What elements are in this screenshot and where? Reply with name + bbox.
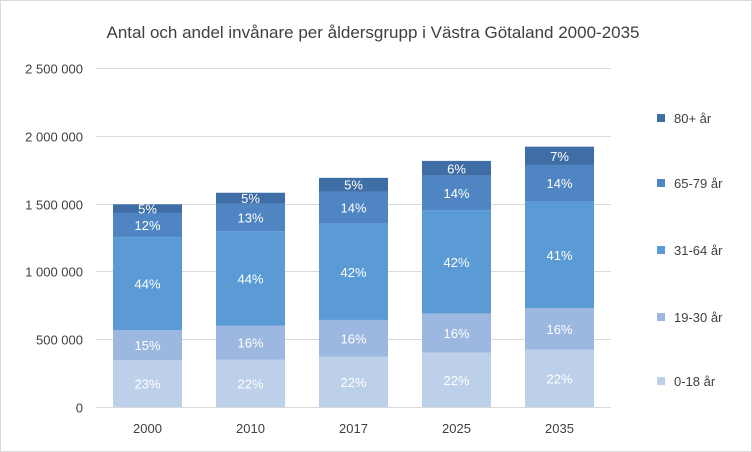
data-label: 44% xyxy=(134,277,160,292)
y-tick-label: 2 000 000 xyxy=(25,130,83,145)
data-label: 16% xyxy=(546,322,572,337)
data-label: 5% xyxy=(344,178,363,193)
legend-label: 31-64 år xyxy=(674,243,723,258)
bar-segment xyxy=(525,146,594,165)
chart-title: Antal och andel invånare per åldersgrupp… xyxy=(106,23,639,42)
data-label: 7% xyxy=(550,149,569,164)
y-tick-label: 2 500 000 xyxy=(25,62,83,77)
bar-segment xyxy=(422,352,491,407)
data-label: 14% xyxy=(443,186,469,201)
data-label: 12% xyxy=(134,218,160,233)
bars: 23%15%44%12%5%22%16%44%13%5%22%16%42%14%… xyxy=(113,146,594,407)
bar-segment xyxy=(525,201,594,309)
bar-segment xyxy=(216,192,285,204)
data-label: 42% xyxy=(443,255,469,270)
bar-segment xyxy=(113,360,182,407)
bar-segment xyxy=(422,313,491,353)
bar-segment xyxy=(113,204,182,213)
data-label: 13% xyxy=(237,210,263,225)
data-label: 14% xyxy=(546,176,572,191)
x-tick-label: 2025 xyxy=(442,421,471,436)
x-tick-label: 2017 xyxy=(339,421,368,436)
bar-segment xyxy=(216,231,285,326)
bar-segment xyxy=(525,164,594,202)
bar-segment xyxy=(216,203,285,232)
data-label: 22% xyxy=(340,375,366,390)
bar-segment xyxy=(422,175,491,211)
bar-segment xyxy=(319,191,388,224)
bar-segment xyxy=(319,177,388,192)
legend-swatch xyxy=(657,377,665,385)
legend-label: 19-30 år xyxy=(674,310,723,325)
legend: 0-18 år 19-30 år 31-64 år 65-79 år 80+ år xyxy=(657,111,723,389)
legend-swatch xyxy=(657,246,665,254)
legend-swatch xyxy=(657,114,665,122)
data-label: 14% xyxy=(340,201,366,216)
data-label: 22% xyxy=(443,373,469,388)
bar-segment xyxy=(113,329,182,361)
bar-segment xyxy=(319,356,388,407)
data-label: 6% xyxy=(447,161,466,176)
data-label: 22% xyxy=(546,371,572,386)
data-label: 16% xyxy=(340,331,366,346)
bar-segment xyxy=(525,349,594,407)
x-tick-label: 2000 xyxy=(133,421,162,436)
x-tick-label: 2035 xyxy=(545,421,574,436)
legend-label: 0-18 år xyxy=(674,374,716,389)
data-label: 16% xyxy=(443,326,469,341)
data-label: 44% xyxy=(237,271,263,286)
bar-segment xyxy=(216,325,285,360)
legend-label: 80+ år xyxy=(674,111,712,126)
axes: 0 500 000 1 000 000 1 500 000 2 000 000 2 500… xyxy=(25,62,574,437)
legend-swatch xyxy=(657,313,665,321)
bar-segment xyxy=(216,359,285,407)
data-label: 5% xyxy=(138,202,157,217)
bar-segment xyxy=(113,237,182,330)
bar-segment xyxy=(113,212,182,238)
legend-label: 65-79 år xyxy=(674,176,723,191)
y-tick-label: 1 500 000 xyxy=(25,198,83,213)
legend-swatch xyxy=(657,179,665,187)
data-label: 15% xyxy=(134,338,160,353)
x-tick-label: 2010 xyxy=(236,421,265,436)
data-label: 16% xyxy=(237,336,263,351)
y-tick-label: 500 000 xyxy=(36,333,83,348)
data-label: 41% xyxy=(546,248,572,263)
bar-segment xyxy=(319,319,388,357)
data-label: 5% xyxy=(241,191,260,206)
bar-segment xyxy=(422,160,491,176)
bar-segment xyxy=(422,210,491,314)
data-label: 23% xyxy=(134,377,160,392)
y-tick-label: 1 000 000 xyxy=(25,265,83,280)
data-label: 22% xyxy=(237,376,263,391)
y-tick-label: 0 xyxy=(76,401,83,416)
data-label: 42% xyxy=(340,265,366,280)
bar-segment xyxy=(525,308,594,350)
bar-segment xyxy=(319,223,388,320)
